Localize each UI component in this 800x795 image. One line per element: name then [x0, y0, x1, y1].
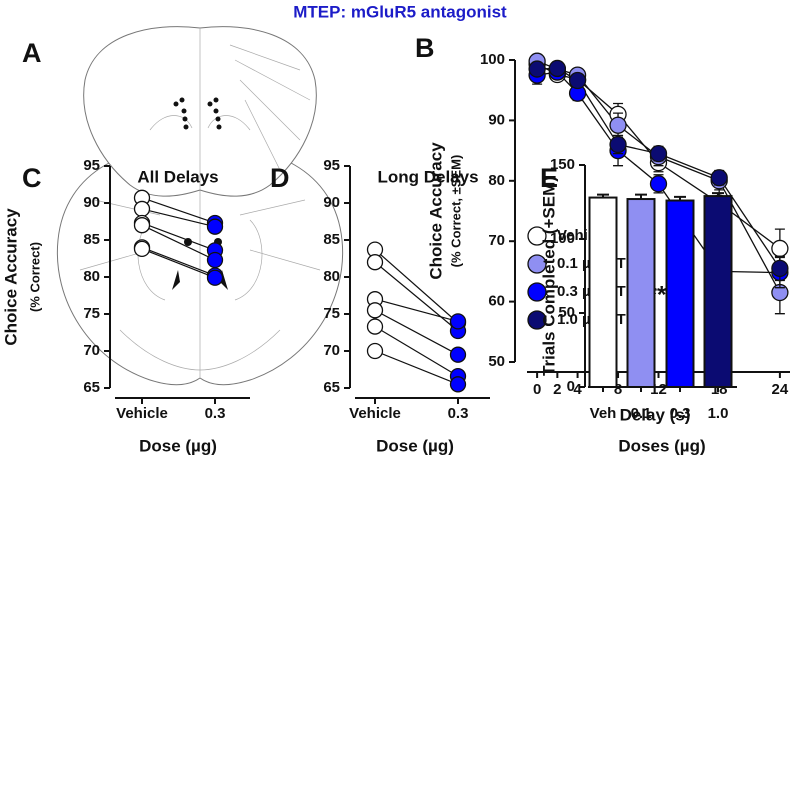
data-point: [133, 240, 151, 258]
data-point: [771, 259, 789, 278]
panel-letter: B: [415, 33, 435, 63]
data-point: [366, 342, 384, 360]
y-tick-label: 70: [83, 342, 100, 359]
y-axis-sublabel: (% Correct, ±SEM): [448, 155, 463, 268]
panel-title: Long Delays: [377, 167, 478, 186]
y-tick-label: 80: [323, 268, 340, 285]
y-tick-label: 0: [567, 378, 575, 395]
figure-title: MTEP: mGluR5 antagonist: [293, 2, 507, 21]
x-tick-label: 8: [614, 381, 622, 398]
legend-marker: [527, 254, 547, 274]
subject-line: [141, 208, 216, 228]
x-tick-label: 0.3: [670, 405, 691, 422]
y-tick-label: 80: [488, 172, 505, 189]
y-tick-label: 90: [83, 194, 100, 211]
y-tick-label: 65: [323, 379, 340, 396]
bar: [626, 198, 656, 388]
y-tick-label: 70: [323, 342, 340, 359]
y-axis-label: Choice Accuracy: [1, 208, 20, 346]
y-tick-label: 65: [83, 379, 100, 396]
data-point: [609, 116, 627, 134]
subject-line: [141, 224, 216, 261]
x-tick-label: Veh: [590, 405, 617, 422]
data-point: [206, 251, 224, 269]
y-tick-label: 80: [83, 268, 100, 285]
y-tick-label: 75: [83, 305, 100, 322]
x-tick-label: 24: [772, 381, 789, 398]
data-point: [710, 169, 728, 187]
subject-line: [374, 249, 459, 324]
subject-line: [141, 222, 216, 251]
bar: [703, 195, 733, 388]
brain-diagram: [56, 26, 344, 386]
y-axis-label: Choice Accuracy: [426, 142, 445, 280]
data-point: [366, 318, 384, 335]
x-tick-label: 1.0: [708, 405, 729, 422]
data-point: [449, 346, 467, 363]
data-point: [206, 269, 224, 286]
panel-letter: A: [22, 38, 42, 68]
y-tick-label: 85: [323, 231, 340, 248]
legend-marker: [527, 226, 547, 246]
x-tick-label: 0.3: [448, 405, 469, 422]
y-axis-sublabel: (% Correct): [27, 242, 42, 312]
y-tick-label: 100: [550, 230, 575, 247]
subject-line: [374, 309, 459, 356]
x-tick-label: 0.1: [631, 405, 652, 422]
data-point: [133, 217, 151, 234]
x-tick-label: Vehicle: [116, 405, 168, 422]
x-axis-label: Doses (µg): [618, 436, 705, 455]
y-tick-label: 150: [550, 156, 575, 173]
data-point: [548, 59, 566, 78]
y-tick-label: 60: [488, 293, 505, 310]
bar: [665, 199, 695, 388]
y-tick-label: 85: [83, 231, 100, 248]
y-tick-label: 95: [83, 157, 100, 174]
x-tick-label: 4: [573, 381, 582, 398]
x-axis-label: Dose (µg): [376, 436, 454, 455]
subject-line: [141, 197, 216, 224]
data-point: [366, 254, 384, 271]
data-point: [568, 71, 587, 90]
x-tick-label: Vehicle: [349, 405, 401, 422]
x-axis-label: Dose (µg): [139, 436, 217, 455]
data-point: [649, 175, 668, 193]
subject-line: [374, 326, 459, 377]
data-point: [528, 60, 546, 78]
y-tick-label: 75: [323, 305, 340, 322]
subject-line: [374, 298, 459, 322]
data-point: [649, 144, 668, 163]
y-tick-label: 90: [323, 194, 340, 211]
legend-marker: [527, 310, 547, 330]
panel-title: All Delays: [137, 167, 218, 186]
x-axis-label: Delay (s): [620, 405, 691, 424]
subject-line: [374, 350, 459, 385]
y-axis-label: Trials Completed (+SEM): [539, 176, 558, 376]
x-tick-label: 0: [533, 381, 541, 398]
data-point: [609, 135, 627, 154]
data-point: [366, 302, 384, 319]
subject-line: [141, 246, 216, 277]
panel-letter: E: [540, 163, 558, 193]
subject-line: [374, 261, 459, 332]
legend-marker: [527, 282, 547, 302]
data-point: [133, 200, 151, 218]
panel-letter: C: [22, 163, 42, 193]
panel-letter: D: [270, 163, 290, 193]
subject-line: [141, 248, 216, 279]
data-point: [771, 239, 789, 258]
data-point: [449, 376, 467, 393]
y-tick-label: 50: [558, 304, 575, 321]
data-point: [449, 313, 467, 330]
y-tick-label: 100: [480, 51, 505, 68]
y-tick-label: 90: [488, 111, 505, 128]
x-tick-label: 2: [553, 381, 561, 398]
y-tick-label: 70: [488, 232, 505, 249]
y-tick-label: 50: [488, 353, 505, 370]
y-tick-label: 95: [323, 157, 340, 174]
data-point: [206, 218, 224, 235]
x-tick-label: 0.3: [205, 405, 226, 422]
bar: [588, 196, 618, 388]
